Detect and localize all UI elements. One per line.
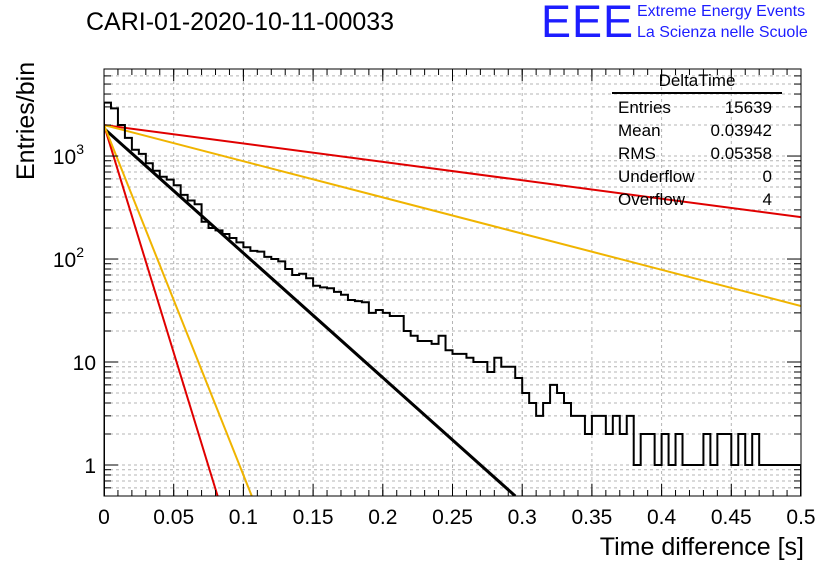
y-tick-base: 10 xyxy=(53,249,76,272)
stats-row-mean: Mean 0.03942 xyxy=(612,119,782,142)
y-tick-label: 102 xyxy=(53,244,84,272)
x-tick-label: 0.1 xyxy=(229,506,258,529)
x-tick-label: 0.3 xyxy=(508,506,537,529)
x-axis-title: Time difference [s] xyxy=(599,533,804,561)
y-tick-label: 1 xyxy=(84,455,96,478)
stats-row-rms: RMS 0.05358 xyxy=(612,142,782,165)
x-tick-label: 0.4 xyxy=(647,506,677,529)
fit-line-0 xyxy=(104,127,517,496)
y-tick-base: 1 xyxy=(84,455,96,478)
x-tick-label: 0.05 xyxy=(153,506,194,529)
y-tick-label: 10 xyxy=(73,352,96,375)
y-tick-exponent: 2 xyxy=(76,244,84,260)
stats-label: RMS xyxy=(618,144,656,163)
y-tick-exponent: 3 xyxy=(76,141,84,157)
x-tick-label: 0.15 xyxy=(293,506,334,529)
stats-row-overflow: Overflow 4 xyxy=(612,188,782,211)
y-tick-base: 10 xyxy=(73,352,96,375)
x-tick-label: 0.25 xyxy=(432,506,473,529)
stats-value: 15639 xyxy=(724,98,772,117)
stats-value: 0.03942 xyxy=(710,121,772,140)
stats-title: DeltaTime xyxy=(612,71,782,94)
stats-value: 4 xyxy=(762,190,772,209)
stats-label: Overflow xyxy=(618,190,686,209)
y-tick-label: 103 xyxy=(53,141,84,169)
histogram-layer xyxy=(104,101,801,496)
stats-row-entries: Entries 15639 xyxy=(612,96,782,119)
stats-box: DeltaTime Entries 15639 Mean 0.03942 RMS… xyxy=(612,71,782,211)
y-axis-title: Entries/bin xyxy=(12,61,40,180)
fit-line-2 xyxy=(104,124,801,307)
x-tick-labels: 0 0.05 0.1 0.15 0.2 0.25 0.3 0.35 0.4 0.45 0.5 xyxy=(98,506,815,529)
x-tick-label: 0.2 xyxy=(368,506,397,529)
fit-line-4 xyxy=(104,124,253,496)
x-tick-label: 0.5 xyxy=(786,506,815,529)
fit-line-1 xyxy=(104,124,801,219)
logo-line-1: Extreme Energy Events xyxy=(637,3,806,20)
fit-line-3 xyxy=(104,124,219,496)
x-tick-label: 0.35 xyxy=(571,506,612,529)
y-tick-base: 10 xyxy=(53,146,76,169)
x-tick-label: 0.45 xyxy=(711,506,752,529)
axis-ticks xyxy=(103,68,802,497)
stats-value: 0.05358 xyxy=(710,144,772,163)
histogram-outline xyxy=(104,101,801,496)
eee-logo: EEE xyxy=(541,0,635,47)
stats-value: 0 xyxy=(762,167,772,186)
stats-label: Underflow xyxy=(618,167,695,186)
stats-label: Mean xyxy=(618,121,661,140)
fit-lines xyxy=(104,124,801,496)
stats-row-underflow: Underflow 0 xyxy=(612,165,782,188)
stats-label: Entries xyxy=(618,98,671,117)
x-tick-label: 0 xyxy=(98,506,110,529)
logo-line-2: La Scienza nelle Scuole xyxy=(637,24,808,41)
run-title: CARI-01-2020-10-11-00033 xyxy=(86,8,395,36)
